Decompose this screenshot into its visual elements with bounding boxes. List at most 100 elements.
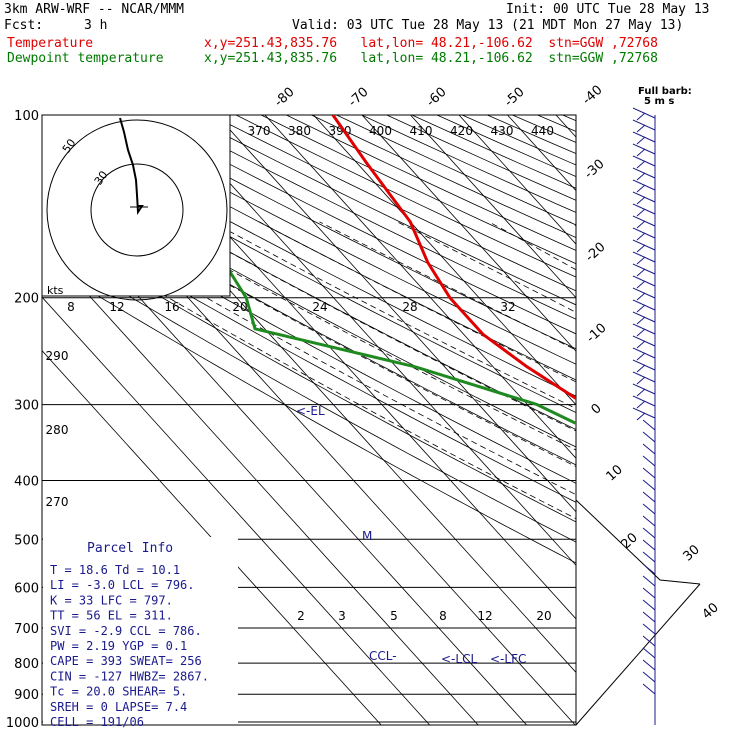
- wind-barb: [632, 359, 656, 371]
- hodograph-scale-label: 32: [500, 300, 515, 314]
- wind-barb: [632, 407, 656, 419]
- sounding-annotation: CCL-: [369, 649, 397, 663]
- dry-adiabat-label: 290: [46, 349, 69, 363]
- dry-adiabat-line: [42, 243, 576, 543]
- parcel-info-row: K = 33 LFC = 797.: [50, 593, 173, 607]
- hodograph-axis-label: kts: [47, 284, 64, 297]
- wind-barb: [642, 455, 656, 467]
- wind-barb-flag: [636, 256, 646, 265]
- pressure-label: 300: [14, 399, 39, 414]
- wind-barb: [632, 323, 656, 335]
- wind-barb-flag: [636, 160, 646, 169]
- dry-adiabat-label: 270: [46, 495, 69, 509]
- parcel-info-row: CELL = 191/06: [50, 715, 144, 729]
- wind-barb: [642, 563, 656, 575]
- dry-adiabat-line: [185, 115, 576, 306]
- isotherm-label: 40: [699, 600, 721, 622]
- theta-label: 410: [410, 124, 433, 138]
- wind-barb-flag: [636, 400, 646, 409]
- mixing-ratio-label: 20: [536, 609, 551, 623]
- dry-adiabat-line: [42, 261, 576, 564]
- wind-barb-flag: [636, 208, 646, 217]
- wind-barb: [642, 611, 656, 623]
- dry-adiabat-line: [210, 115, 576, 292]
- wind-barb: [642, 575, 656, 587]
- wind-barb-flag: [636, 112, 646, 121]
- wind-barb: [632, 107, 656, 119]
- wind-barb: [642, 551, 656, 563]
- wind-barb-flag: [636, 184, 646, 193]
- mixing-ratio-label: 2: [297, 609, 305, 623]
- pressure-label: 1000: [6, 716, 39, 731]
- wind-barb: [632, 347, 656, 359]
- parcel-info-box: [43, 537, 238, 724]
- dry-adiabat-line: [336, 115, 576, 226]
- isotherm-label: -20: [583, 240, 609, 265]
- wind-barb: [642, 419, 656, 431]
- temperature-location-info: x,y=251.43,835.76 lat,lon= 48.21,-106.62…: [204, 36, 658, 51]
- wind-barb-flag: [636, 136, 646, 145]
- hodograph-ring: [90, 163, 184, 257]
- pressure-label: 200: [14, 292, 39, 307]
- dry-adiabat-line: [42, 118, 576, 397]
- wind-barb-flag: [636, 244, 646, 253]
- sounding-annotation: M: [362, 529, 372, 543]
- wind-barb: [642, 479, 656, 491]
- wind-barb-flag: [636, 292, 646, 301]
- hodograph-box: [41, 114, 231, 297]
- wind-barb-flag: [636, 220, 646, 229]
- isotherm-label: -80: [272, 85, 298, 110]
- wind-barb: [632, 227, 656, 239]
- skew-boundary-line: [575, 583, 701, 726]
- wind-barb: [642, 527, 656, 539]
- isotherm-line: [458, 115, 576, 245]
- dry-adiabat-line: [613, 115, 740, 735]
- parcel-info-row: T = 18.6 Td = 10.1: [50, 563, 180, 577]
- mixing-ratio-label: 12: [477, 609, 492, 623]
- valid-time: Valid: 03 UTC Tue 28 May 13 (21 MDT Mon …: [292, 18, 684, 33]
- wind-barb: [632, 263, 656, 275]
- isotherm-label: 20: [618, 530, 640, 552]
- dewpoint-profile: [94, 115, 576, 426]
- wind-barb: [632, 287, 656, 299]
- dry-adiabat-line: [261, 115, 576, 265]
- hodograph-scale-label: 28: [402, 300, 417, 314]
- wind-barb: [632, 311, 656, 323]
- wind-barb-flag: [636, 148, 646, 157]
- dry-adiabat-label: 280: [46, 423, 69, 437]
- wind-barb: [642, 635, 656, 647]
- skew-boundary-line: [575, 499, 701, 585]
- wind-barb: [632, 251, 656, 263]
- isotherm-label: -70: [346, 85, 372, 110]
- forecast-label: Fcst:: [4, 18, 44, 33]
- wind-barb: [642, 467, 656, 479]
- dry-adiabat-line: [638, 115, 740, 735]
- dry-adiabat-line: [537, 115, 576, 132]
- dry-adiabat-line: [512, 115, 576, 143]
- wind-barb: [632, 371, 656, 383]
- pressure-label: 100: [14, 109, 39, 124]
- wind-barb: [632, 299, 656, 311]
- wind-barb-flag: [636, 328, 646, 337]
- mixing-ratio-label: 5: [390, 609, 398, 623]
- hodograph-scale-label: 24: [312, 300, 327, 314]
- wind-barb: [642, 623, 656, 635]
- plot-frame: [41, 114, 577, 726]
- barb-note: Full barb:: [638, 86, 692, 97]
- isotherm-line: [361, 115, 576, 352]
- wind-barb-flag: [636, 376, 646, 385]
- mixing-ratio-label: 8: [439, 609, 447, 623]
- dry-adiabat-line: [42, 209, 576, 503]
- sounding-annotation: <-EL: [296, 404, 325, 418]
- isotherm-label: -40: [580, 83, 606, 108]
- wind-barb: [642, 491, 656, 503]
- parcel-info-row: CAPE = 393 SWEAT= 256: [50, 654, 202, 668]
- wind-barb: [632, 215, 656, 227]
- parcel-info-row: SREH = 0 LAPSE= 7.4: [50, 700, 187, 714]
- isotherm-label: -10: [584, 321, 610, 346]
- wind-barb: [632, 275, 656, 287]
- forecast-hours: 3 h: [84, 18, 108, 33]
- dry-adiabat-line: [60, 115, 576, 381]
- mixing-ratio-label: 3: [338, 609, 346, 623]
